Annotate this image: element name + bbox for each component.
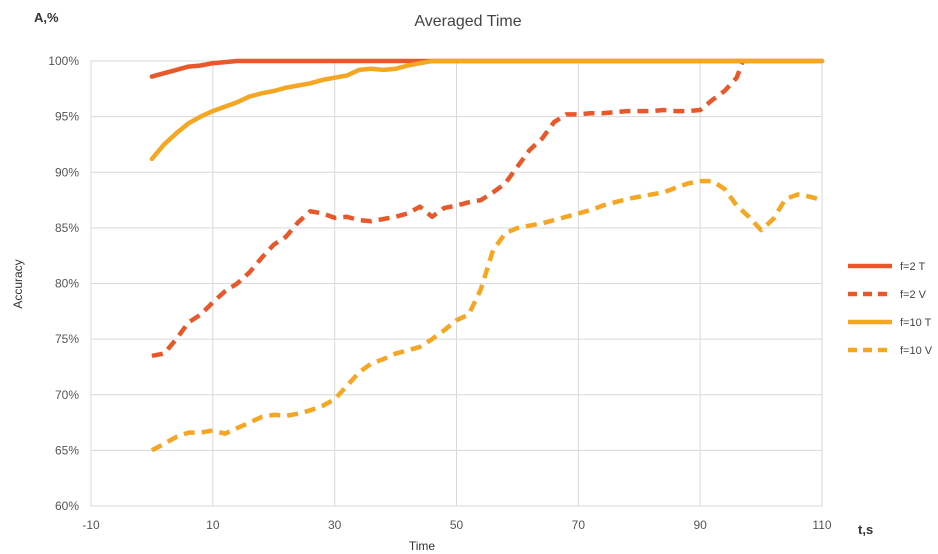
x-tick-label: 10 xyxy=(206,518,220,532)
y-axis-label: Accuracy xyxy=(11,259,25,308)
legend-label: f=2 T xyxy=(900,261,925,273)
x-tick-label: 90 xyxy=(693,518,707,532)
series-line xyxy=(150,178,823,453)
y-tick-label: 95% xyxy=(55,110,79,124)
y-tick-label: 90% xyxy=(55,165,79,179)
y-unit-label: A,% xyxy=(34,10,59,25)
y-tick-label: 60% xyxy=(55,499,79,513)
series-line xyxy=(151,60,745,359)
series-lines xyxy=(149,58,825,453)
x-unit-label: t,s xyxy=(858,522,873,537)
x-tick-label: -10 xyxy=(82,518,100,532)
x-tick-label: 70 xyxy=(572,518,586,532)
x-tick-label: 110 xyxy=(812,518,831,532)
y-tick-label: 80% xyxy=(55,277,79,291)
y-tick-label: 70% xyxy=(55,388,79,402)
y-tick-label: 75% xyxy=(55,332,79,346)
x-axis-label: Time xyxy=(409,539,436,553)
grid xyxy=(90,60,823,507)
series-line xyxy=(149,58,825,79)
x-tick-label: 50 xyxy=(450,518,464,532)
y-tick-label: 85% xyxy=(55,221,79,235)
legend-label: f=10 V xyxy=(900,345,933,357)
y-tick-label: 100% xyxy=(48,54,79,68)
legend-label: f=2 V xyxy=(900,289,927,301)
chart-title: Averaged Time xyxy=(414,13,521,30)
legend: f=2 T f=2 V f=10 T f=10 V xyxy=(848,261,933,357)
x-tick-label: 30 xyxy=(328,518,342,532)
y-tick-label: 65% xyxy=(55,443,79,457)
legend-label: f=10 T xyxy=(900,317,932,329)
series-line xyxy=(149,58,825,162)
tick-labels: 60% 65% 70% 75% 80% 85% 90% 95% 100% -10 10 30 50 70 9… xyxy=(48,54,832,532)
